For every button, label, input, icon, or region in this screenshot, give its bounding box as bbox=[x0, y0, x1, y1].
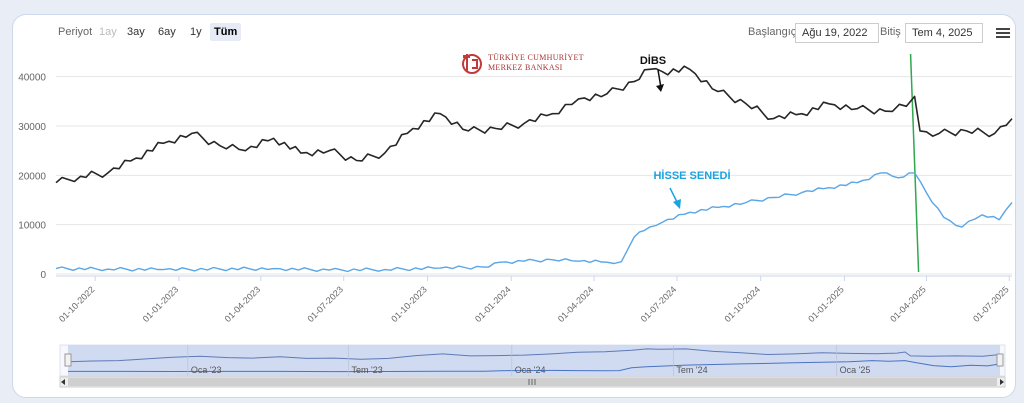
navigator-date-label: Oca '23 bbox=[191, 365, 222, 375]
navigator-series-line bbox=[67, 348, 1001, 363]
navigator-date-label: Oca '25 bbox=[840, 365, 871, 375]
end-date-input[interactable]: Tem 4, 2025 bbox=[905, 23, 983, 43]
navigator-date-label: Tem '24 bbox=[676, 365, 707, 375]
range-button-all[interactable]: Tüm bbox=[210, 23, 242, 41]
x-tick-label: 01-04-2025 bbox=[888, 284, 928, 324]
series-line-dibs bbox=[55, 65, 1013, 184]
x-tick-label: 01-10-2022 bbox=[57, 284, 97, 324]
navigator-right-handle[interactable] bbox=[996, 353, 1004, 367]
x-tick-label: 01-07-2024 bbox=[639, 284, 679, 324]
logo-line-2: MERKEZ BANKASI bbox=[488, 63, 563, 72]
navigator-series-line bbox=[68, 360, 1001, 373]
scrollbar-grip-icon[interactable] bbox=[528, 379, 536, 385]
annotation-hisse-arrowhead bbox=[673, 199, 681, 209]
x-tick-label: 01-01-2024 bbox=[473, 284, 513, 324]
y-tick-label: 40000 bbox=[18, 73, 46, 84]
end-date-label: Bitiş bbox=[880, 26, 901, 38]
annotation-hisse-senedi: HİSSE SENEDİ bbox=[653, 169, 730, 182]
range-button-1y[interactable]: 1y bbox=[190, 26, 202, 38]
y-tick-label: 10000 bbox=[18, 221, 46, 232]
series-line-hisse-senedi bbox=[55, 172, 1013, 273]
range-button-1ay[interactable]: 1ay bbox=[99, 26, 117, 38]
y-tick-label: 0 bbox=[40, 270, 46, 281]
start-date-label: Başlangıç bbox=[748, 26, 797, 38]
x-tick-label: 01-07-2025 bbox=[971, 284, 1011, 324]
x-tick-label: 01-01-2025 bbox=[806, 284, 846, 324]
chart-panel bbox=[12, 14, 1016, 398]
x-tick-label: 01-04-2024 bbox=[556, 284, 596, 324]
logo-text: TÜRKİYE CUMHURİYET MERKEZ BANKASI bbox=[488, 53, 584, 73]
vertical-marker-line bbox=[909, 53, 920, 273]
range-button-3ay[interactable]: 3ay bbox=[127, 26, 145, 38]
range-selector: Periyot 1ay 3ay 6ay 1y Tüm Başlangıç Ağu… bbox=[0, 0, 1024, 43]
x-tick-label: 01-10-2024 bbox=[722, 284, 762, 324]
y-tick-label: 20000 bbox=[18, 171, 46, 182]
annotation-dibs-arrowhead bbox=[656, 84, 664, 92]
x-tick-label: 01-04-2023 bbox=[223, 284, 263, 324]
scroll-left-icon[interactable] bbox=[61, 379, 65, 385]
scroll-right-icon[interactable] bbox=[1000, 379, 1004, 385]
navigator-date-label: Tem '23 bbox=[351, 365, 382, 375]
navigator-date-label: Oca '24 bbox=[515, 365, 546, 375]
x-tick-label: 01-07-2023 bbox=[305, 284, 345, 324]
logo-line-1: TÜRKİYE CUMHURİYET bbox=[488, 53, 584, 62]
hamburger-menu-icon[interactable] bbox=[996, 28, 1010, 38]
tcmb-logo-icon bbox=[462, 54, 482, 74]
annotation-dibs: DİBS bbox=[640, 54, 666, 67]
start-date-input[interactable]: Ağu 19, 2022 bbox=[795, 23, 879, 43]
range-button-6ay[interactable]: 6ay bbox=[158, 26, 176, 38]
y-tick-label: 30000 bbox=[18, 122, 46, 133]
x-tick-label: 01-01-2023 bbox=[141, 284, 181, 324]
period-label: Periyot bbox=[58, 26, 93, 38]
navigator-left-handle[interactable] bbox=[64, 353, 72, 367]
x-tick-label: 01-10-2023 bbox=[389, 284, 429, 324]
